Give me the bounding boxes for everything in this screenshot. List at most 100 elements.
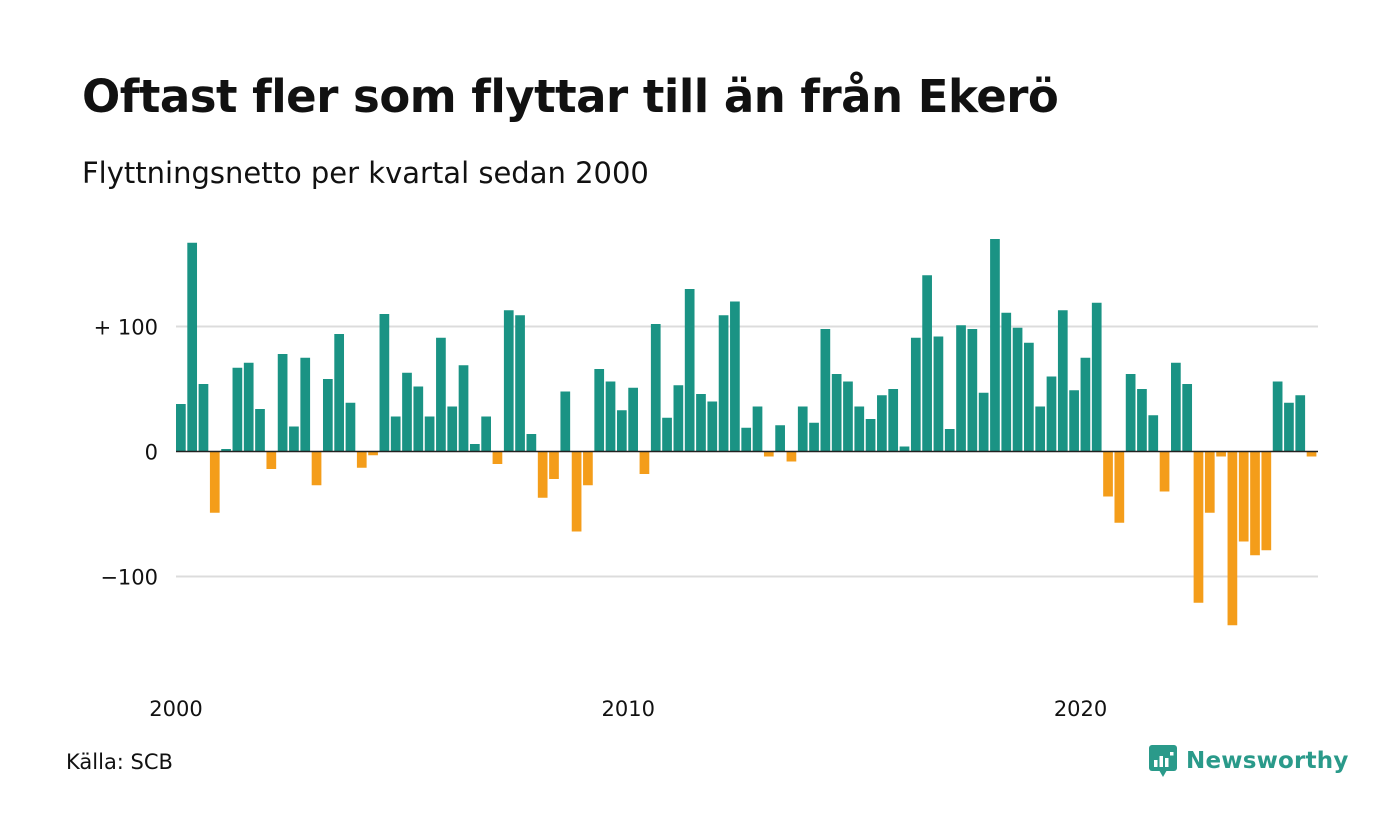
bar [176,404,186,452]
bar [888,389,899,452]
bar [865,419,876,452]
bar [763,451,774,457]
bar [368,451,378,456]
y-tick-label: −100 [100,566,158,590]
bar [379,314,390,452]
bar [877,395,887,452]
bar [707,401,718,452]
bar [492,451,503,464]
bar [413,386,424,452]
bar [956,325,966,452]
bar [1250,451,1260,556]
bar [1001,312,1012,452]
bar [1284,402,1294,452]
bar [922,275,932,452]
bar [1046,376,1057,452]
bar [718,315,729,452]
bar [1148,415,1159,452]
bar [1182,384,1193,452]
x-tick-label: 2000 [149,697,202,721]
x-tick-label: 2020 [1054,697,1107,721]
bar [1024,342,1034,452]
bar [1069,390,1079,452]
bar [560,391,571,452]
bar [515,315,525,452]
bar [933,336,944,452]
chart-subtitle: Flyttningsnetto per kvartal sedan 2000 [82,156,649,190]
bar [650,324,661,452]
bar [797,406,808,452]
bar [1080,357,1091,452]
newsworthy-logo: Newsworthy [1148,744,1349,778]
bar [854,406,865,452]
bar [1306,451,1317,457]
bar [209,451,220,513]
bar [775,425,785,452]
bar [334,334,345,452]
bar [1295,395,1306,452]
bar [831,374,842,452]
bar [447,406,458,452]
bar [1114,451,1125,523]
bar [730,301,740,452]
bar [1171,362,1181,452]
bar [673,385,684,452]
bar [1137,389,1147,452]
chart-title: Oftast fler som flyttar till än från Eke… [82,70,1059,123]
bar [1125,374,1136,452]
bar [741,427,752,452]
bar [345,402,356,452]
bar [1261,451,1272,551]
bar [311,451,322,486]
bar [300,357,311,452]
bar [232,367,243,452]
bar [198,384,209,452]
bar [390,416,401,452]
y-tick-label: 0 [145,441,158,465]
bar [752,406,763,452]
bar [571,451,582,532]
bar [266,451,277,469]
bar [1204,451,1215,513]
y-tick-label: + 100 [94,316,158,340]
bar [356,451,367,468]
bar [1159,451,1170,492]
bar [1012,327,1023,452]
bar [187,242,198,452]
bar [843,381,853,452]
bar [944,429,955,452]
bar [503,310,514,452]
bar [255,409,265,452]
bar [1216,451,1226,457]
brand-name: Newsworthy [1186,748,1349,774]
bar [820,329,831,452]
source-note: Källa: SCB [66,750,173,774]
bar [458,365,469,452]
bar [616,410,627,452]
bar [1238,451,1249,542]
bar [221,449,231,452]
bar [967,329,978,452]
bar [277,354,288,452]
bar [289,426,299,452]
bar [243,362,254,452]
bar [662,417,672,452]
bar [402,372,412,452]
bar [1103,451,1113,497]
bar [1057,310,1068,452]
bar [628,387,638,452]
bar [899,446,910,452]
bar [978,392,989,452]
bar [786,451,797,462]
bar [1035,406,1046,452]
bar [639,451,650,474]
bar [1193,451,1204,603]
bar [322,379,333,452]
bar [696,394,706,452]
bar [549,451,559,479]
bar [526,434,537,452]
bar [469,444,480,452]
bar [537,451,548,498]
bar [436,337,446,452]
